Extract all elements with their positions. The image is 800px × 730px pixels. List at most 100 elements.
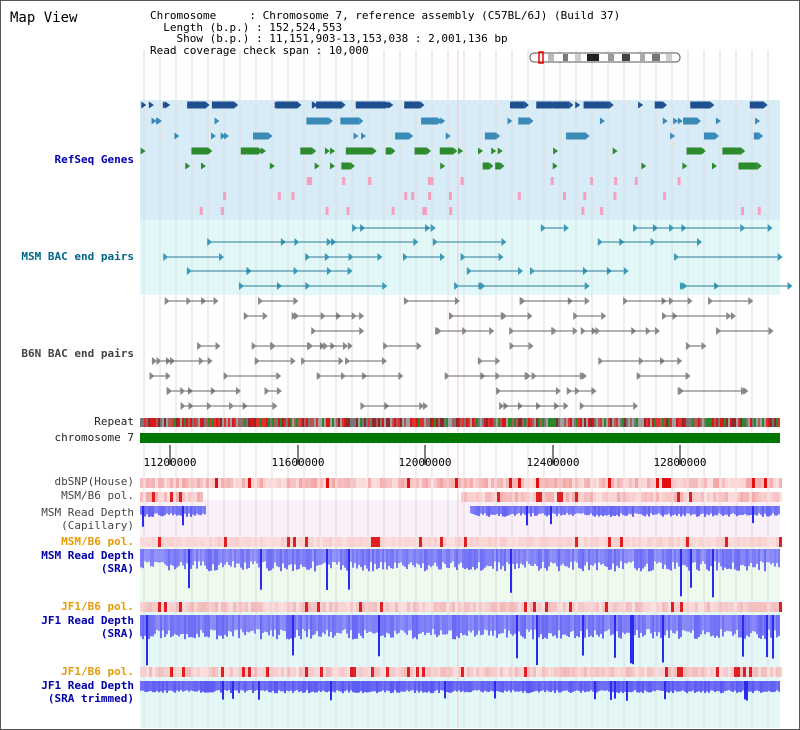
read-depth-bar [746, 681, 748, 701]
read-depth-bar [486, 615, 488, 631]
b6n-end [573, 312, 579, 320]
track-label-msm-b6-pol-2[interactable]: MSM/B6 pol. [61, 535, 134, 548]
polymorphism-cell [488, 602, 491, 612]
track-label-refseq[interactable]: RefSeq Genes [54, 153, 134, 166]
track-label-jf1-depth-sra-2[interactable]: (SRA) [100, 627, 134, 640]
polymorphism-cell [293, 537, 296, 547]
polymorphism-cell [770, 478, 773, 488]
read-depth-bar [292, 615, 294, 656]
read-depth-bar [384, 549, 386, 563]
polymorphism-cell [590, 492, 593, 502]
b6n-end [638, 357, 644, 365]
track-label-dbsnp[interactable]: dbSNP(House) [54, 475, 134, 488]
read-depth-bar [708, 549, 710, 572]
polymorphism-cell [467, 478, 470, 488]
read-depth-bar [424, 549, 426, 572]
polymorphism-cell [761, 492, 764, 502]
read-depth-bar [144, 506, 146, 517]
gene-exon-marker [634, 177, 638, 185]
track-label-jf1-depth-trim-1[interactable]: JF1 Read Depth [41, 679, 134, 692]
track-label-jf1-depth-sra-1[interactable]: JF1 Read Depth [41, 614, 134, 627]
track-label-msm-bac[interactable]: MSM BAC end pairs [21, 250, 134, 263]
gene-exon-marker [309, 177, 313, 185]
read-depth-bar [664, 615, 666, 636]
read-depth-bar [500, 681, 502, 693]
track-label-msm-depth-capillary-1[interactable]: MSM Read Depth [41, 506, 134, 519]
polymorphism-cell [647, 667, 650, 677]
read-depth-bar [376, 615, 378, 633]
track-label-jf1-b6-pol-2[interactable]: JF1/B6 pol. [61, 665, 134, 678]
read-depth-bar [658, 549, 660, 563]
repeat-segment [166, 418, 168, 427]
polymorphism-cell [362, 602, 365, 612]
track-label-jf1-depth-trim-2[interactable]: (SRA trimmed) [47, 692, 134, 705]
track-label-jf1-b6-pol-1[interactable]: JF1/B6 pol. [61, 600, 134, 613]
read-depth-bar [776, 681, 778, 691]
track-label-msm-depth-sra-1[interactable]: MSM Read Depth [41, 549, 134, 562]
polymorphism-cell [164, 492, 167, 502]
b6n-end [601, 312, 607, 320]
track-label-msm-depth-sra-2[interactable]: (SRA) [100, 562, 134, 575]
repeat-segment [608, 418, 610, 427]
read-depth-bar [742, 506, 744, 515]
read-depth-bar [718, 615, 720, 638]
polymorphism-cell [773, 478, 776, 488]
read-depth-bar [768, 615, 770, 630]
polymorphism-cell [578, 602, 581, 612]
read-depth-bar [646, 506, 648, 515]
polymorphism-cell [284, 478, 287, 488]
track-label-msm-depth-capillary-2[interactable]: (Capillary) [61, 519, 134, 532]
track-label-msm-b6-pol-1[interactable]: MSM/B6 pol. [61, 489, 134, 502]
polymorphism-cell [524, 492, 527, 502]
read-depth-bar [618, 681, 620, 694]
read-depth-bar [290, 549, 292, 565]
track-label-b6n-bac[interactable]: B6N BAC end pairs [21, 347, 134, 360]
polymorphism-cell [167, 602, 170, 612]
read-depth-bar [524, 681, 526, 692]
read-depth-bar [594, 506, 596, 517]
polymorphism-cell [599, 602, 602, 612]
polymorphism-cell [323, 667, 326, 677]
read-depth-bar [722, 506, 724, 517]
repeat-segment [550, 418, 552, 427]
polymorphism-cell [275, 537, 278, 547]
repeat-segment [520, 418, 522, 427]
read-depth-bar [368, 681, 370, 693]
polymorphism-cell [176, 537, 179, 547]
polymorphism-cell [710, 667, 713, 677]
repeat-segment [730, 418, 732, 427]
gene-arrow [553, 147, 559, 155]
read-depth-bar [382, 681, 384, 691]
read-depth-bar [270, 549, 272, 571]
read-depth-bar [206, 549, 208, 570]
read-depth-bar [240, 615, 242, 630]
polymorphism-cell [683, 602, 686, 612]
track-label-repeat[interactable]: Repeat [94, 415, 134, 428]
polymorphism-cell [770, 667, 773, 677]
polymorphism-cell [470, 492, 473, 502]
repeat-segment [506, 418, 508, 427]
polymorphism-cell [662, 602, 665, 612]
read-depth-bar [268, 681, 270, 693]
read-depth-bar [176, 506, 178, 516]
polymorphism-cell [554, 478, 557, 488]
polymorphism-cell [332, 602, 335, 612]
read-depth-bar [662, 549, 664, 569]
track-label-chromosome[interactable]: chromosome 7 [54, 431, 134, 444]
polymorphism-cell [299, 602, 302, 612]
repeat-segment [708, 418, 710, 427]
polymorphism-cell [419, 667, 422, 677]
read-depth-bar [210, 681, 212, 693]
read-depth-bar [748, 549, 750, 567]
polymorphism-cell [251, 537, 254, 547]
read-depth-bar [744, 681, 746, 700]
repeat-segment [288, 418, 290, 427]
read-depth-bar [734, 506, 736, 515]
read-depth-bar [428, 615, 430, 633]
repeat-segment [410, 418, 412, 427]
b6n-end [243, 312, 249, 320]
read-depth-bar [646, 615, 648, 630]
polymorphism-cell [431, 602, 434, 612]
read-depth-bar [200, 549, 202, 566]
